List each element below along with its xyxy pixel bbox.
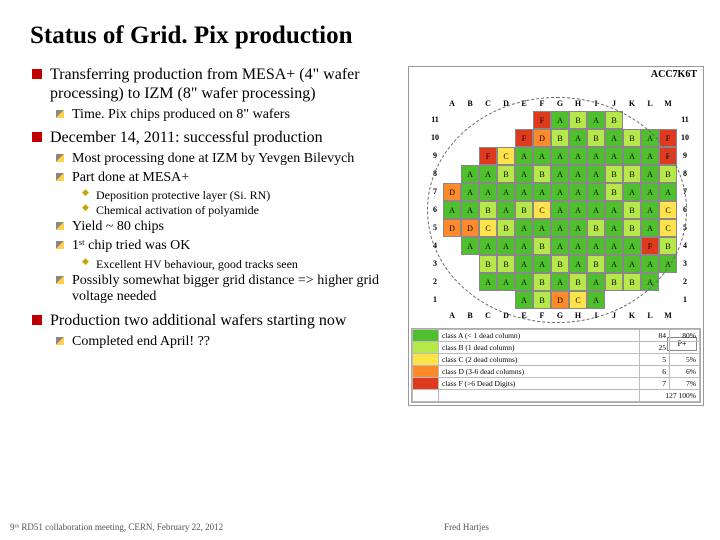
bullet-3: Production two additional wafers startin… — [30, 312, 400, 350]
bullet-2-2-2: Chemical activation of polyamide — [82, 203, 400, 217]
wafer-map: ACC7K6T ABCDEFGHIJKLM11FABAB1110FDBABABA… — [408, 66, 704, 406]
footer-center: Fred Hartjes — [444, 522, 489, 532]
bullet-2: December 14, 2011: successful production… — [30, 129, 400, 305]
wafer-legend: class A (< 1 dead column)8480%class B (1… — [411, 328, 701, 403]
bullet-2-2-1: Deposition protective layer (Si. RN) — [82, 188, 400, 202]
wafer-grid: ABCDEFGHIJKLM11FABAB1110FDBABABAF109FCAA… — [429, 97, 685, 323]
bullet-1-1: Time. Pix chips produced on 8" wafers — [56, 107, 400, 124]
bullet-column: Transferring production from MESA+ (4" w… — [30, 66, 400, 406]
bullet-2-2: Part done at MESA+ Deposition protective… — [56, 170, 400, 218]
wafer-title: ACC7K6T — [651, 69, 697, 80]
bullet-2-4-1: Excellent HV behaviour, good tracks seen — [82, 257, 400, 271]
bullet-2-5: Possibly somewhat bigger grid distance =… — [56, 273, 400, 306]
bullet-1: Transferring production from MESA+ (4" w… — [30, 66, 400, 123]
slide-title: Status of Grid. Pix production — [30, 22, 714, 50]
bullet-3-1: Completed end April! ?? — [56, 334, 400, 351]
bullet-2-1: Most processing done at IZM by Yevgen Bi… — [56, 151, 400, 168]
bullet-2-3: Yield ~ 80 chips — [56, 219, 400, 236]
bullet-2-4: 1ˢᵗ chip tried was OK Excellent HV behav… — [56, 238, 400, 271]
footer-left: 9ᵗʰ RD51 collaboration meeting, CERN, Fe… — [10, 522, 223, 532]
